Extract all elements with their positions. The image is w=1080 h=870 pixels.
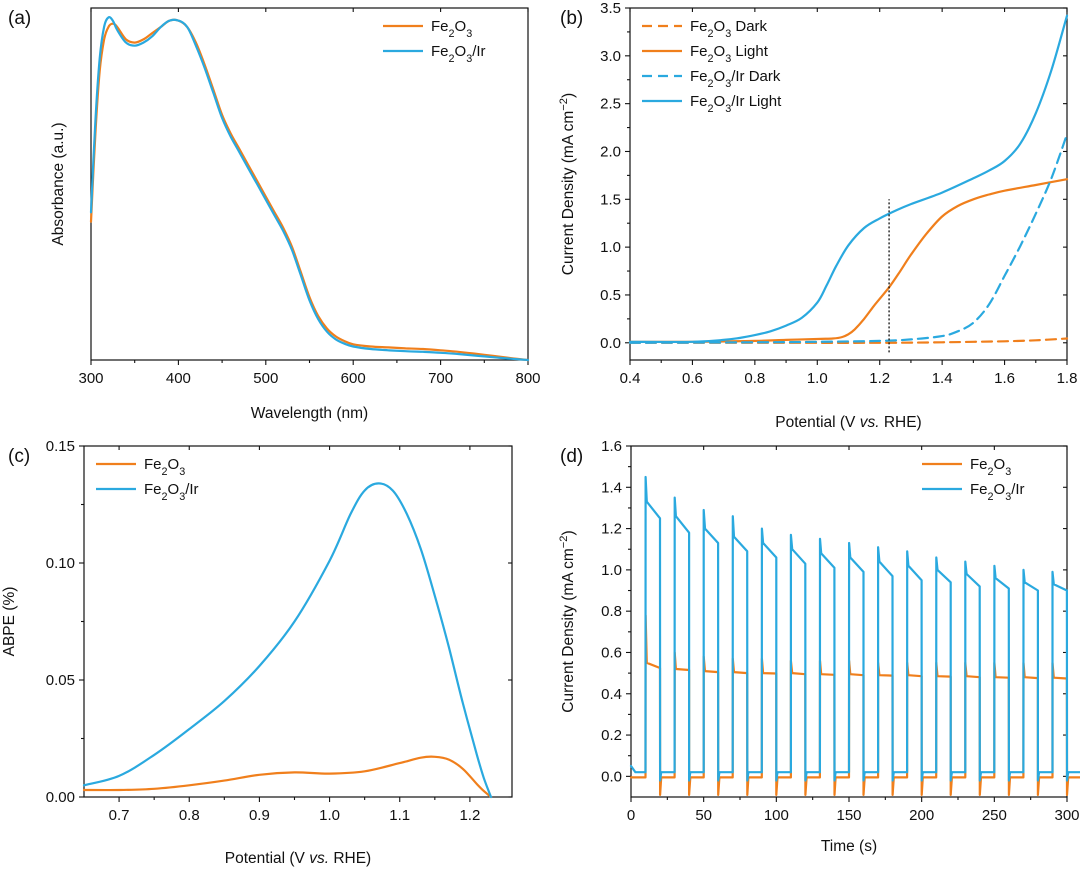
- legend: Fe2O3 Fe2O3/Ir: [922, 456, 1025, 503]
- y-tick-label: 0.15: [46, 438, 75, 455]
- y-tick-label: 2.5: [600, 96, 621, 113]
- plot-frame: [90, 7, 529, 361]
- y-tick-label: 3.0: [600, 48, 621, 65]
- x-tick-label: 1.0: [319, 807, 340, 824]
- y-tick-label: 0.4: [601, 686, 622, 703]
- y-tick-label: 2.0: [600, 143, 621, 160]
- y-axis-label: ABPE (%): [1, 587, 18, 657]
- y-tick-label: 3.5: [600, 0, 621, 17]
- y-tick-label: 1.0: [600, 239, 621, 256]
- legend-label: Fe2O3/Ir: [144, 481, 199, 503]
- series-line-1: [628, 178, 1069, 343]
- legend-label: Fe2O3: [970, 456, 1011, 478]
- legend-label: Fe2O3/Ir Dark: [690, 68, 781, 90]
- y-axis-label: Absorbance (a.u.): [50, 122, 67, 245]
- plot-frame: [83, 445, 513, 798]
- y-axis-label: Current Density (mA cm−2): [558, 93, 577, 275]
- x-axis-label: Potential (V vs. RHE): [225, 850, 371, 867]
- panel-label: (c): [8, 446, 30, 467]
- y-tick-label: 0.10: [46, 555, 75, 572]
- x-tick-label: 150: [836, 807, 861, 824]
- y-tick-label: 0.05: [46, 672, 75, 689]
- x-axis-label: Potential (V vs. RHE): [775, 414, 921, 431]
- panel-label: (a): [8, 8, 31, 29]
- x-tick-label: 800: [515, 370, 540, 387]
- legend-label: Fe2O3/Ir: [970, 481, 1025, 503]
- x-tick-label: 1.1: [389, 807, 410, 824]
- x-tick-label: 200: [909, 807, 934, 824]
- y-tick-label: 1.5: [600, 191, 621, 208]
- x-tick-label: 0.8: [744, 370, 765, 387]
- series-line-1: [629, 475, 1080, 782]
- y-tick-label: 0.0: [601, 768, 622, 785]
- x-tick-label: 1.8: [1057, 370, 1078, 387]
- y-axis-label: Current Density (mA cm−2): [558, 530, 577, 712]
- x-tick-label: 300: [1054, 807, 1079, 824]
- x-tick-label: 0.7: [109, 807, 130, 824]
- x-tick-label: 0.9: [249, 807, 270, 824]
- y-tick-label: 1.4: [601, 479, 622, 496]
- y-tick-label: 0.5: [600, 287, 621, 304]
- series-line-0: [629, 614, 1080, 796]
- series-line-3: [628, 14, 1069, 344]
- x-tick-label: 1.0: [807, 370, 828, 387]
- legend-label: Fe2O3 Light: [690, 43, 769, 65]
- series-line-2: [628, 133, 1069, 344]
- y-tick-label: 0.00: [46, 789, 75, 806]
- y-tick-label: 1.0: [601, 562, 622, 579]
- x-tick-label: 0: [627, 807, 635, 824]
- legend-label: Fe2O3 Dark: [690, 18, 768, 40]
- x-tick-label: 1.2: [869, 370, 890, 387]
- x-tick-label: 1.2: [459, 807, 480, 824]
- legend-label: Fe2O3: [144, 456, 185, 478]
- x-tick-label: 1.6: [994, 370, 1015, 387]
- x-axis-label: Wavelength (nm): [251, 405, 368, 422]
- panel-label: (b): [560, 8, 583, 29]
- series-line-0: [89, 18, 530, 362]
- legend-label: Fe2O3/Ir Light: [690, 93, 782, 115]
- legend-label: Fe2O3: [431, 18, 472, 40]
- panel-b: 0.4 0.6 0.8 1.0 1.2 1.4 1.6 1.8 0.0 0.5 1.0 1.5 2.0 2…: [558, 0, 1077, 431]
- legend: Fe2O3 Fe2O3/Ir: [383, 18, 486, 65]
- x-tick-label: 0.8: [179, 807, 200, 824]
- x-tick-label: 0.4: [620, 370, 641, 387]
- x-tick-label: 1.4: [932, 370, 953, 387]
- x-axis-label: Time (s): [821, 838, 877, 855]
- legend-label: Fe2O3/Ir: [431, 43, 486, 65]
- series-line-0: [82, 755, 493, 799]
- x-tick-label: 600: [341, 370, 366, 387]
- x-tick-label: 250: [982, 807, 1007, 824]
- y-tick-label: 0.0: [600, 335, 621, 352]
- x-tick-label: 300: [78, 370, 103, 387]
- panel-d: 0 50 100 150 200 250 300 0.0 0.2 0.4 0.6 0.8 1.0 1.2 1…: [558, 438, 1080, 855]
- series-line-1: [82, 482, 493, 799]
- legend: Fe2O3 Dark Fe2O3 Light Fe2O3/Ir Dark Fe2O3/…: [642, 18, 782, 115]
- plot-frame: [629, 7, 1068, 361]
- panel-a: 300 400 500 600 700 800 (a) Wavelength (nm) Abso…: [8, 7, 541, 422]
- x-tick-label: 500: [253, 370, 278, 387]
- panel-label: (d): [560, 446, 583, 467]
- y-tick-label: 0.6: [601, 644, 622, 661]
- x-tick-label: 400: [166, 370, 191, 387]
- y-tick-label: 0.8: [601, 603, 622, 620]
- y-tick-label: 1.2: [601, 521, 622, 538]
- y-tick-label: 1.6: [601, 438, 622, 455]
- series-line-1: [89, 16, 530, 362]
- x-tick-label: 700: [428, 370, 453, 387]
- x-tick-label: 0.6: [682, 370, 703, 387]
- y-tick-label: 0.2: [601, 727, 622, 744]
- legend: Fe2O3 Fe2O3/Ir: [96, 456, 199, 503]
- panel-c: 0.7 0.8 0.9 1.0 1.1 1.2 0.00 0.05 0.10 0.15 (c) Pot…: [1, 438, 513, 867]
- series-line-0: [628, 337, 1069, 344]
- x-tick-label: 100: [764, 807, 789, 824]
- x-tick-label: 50: [695, 807, 712, 824]
